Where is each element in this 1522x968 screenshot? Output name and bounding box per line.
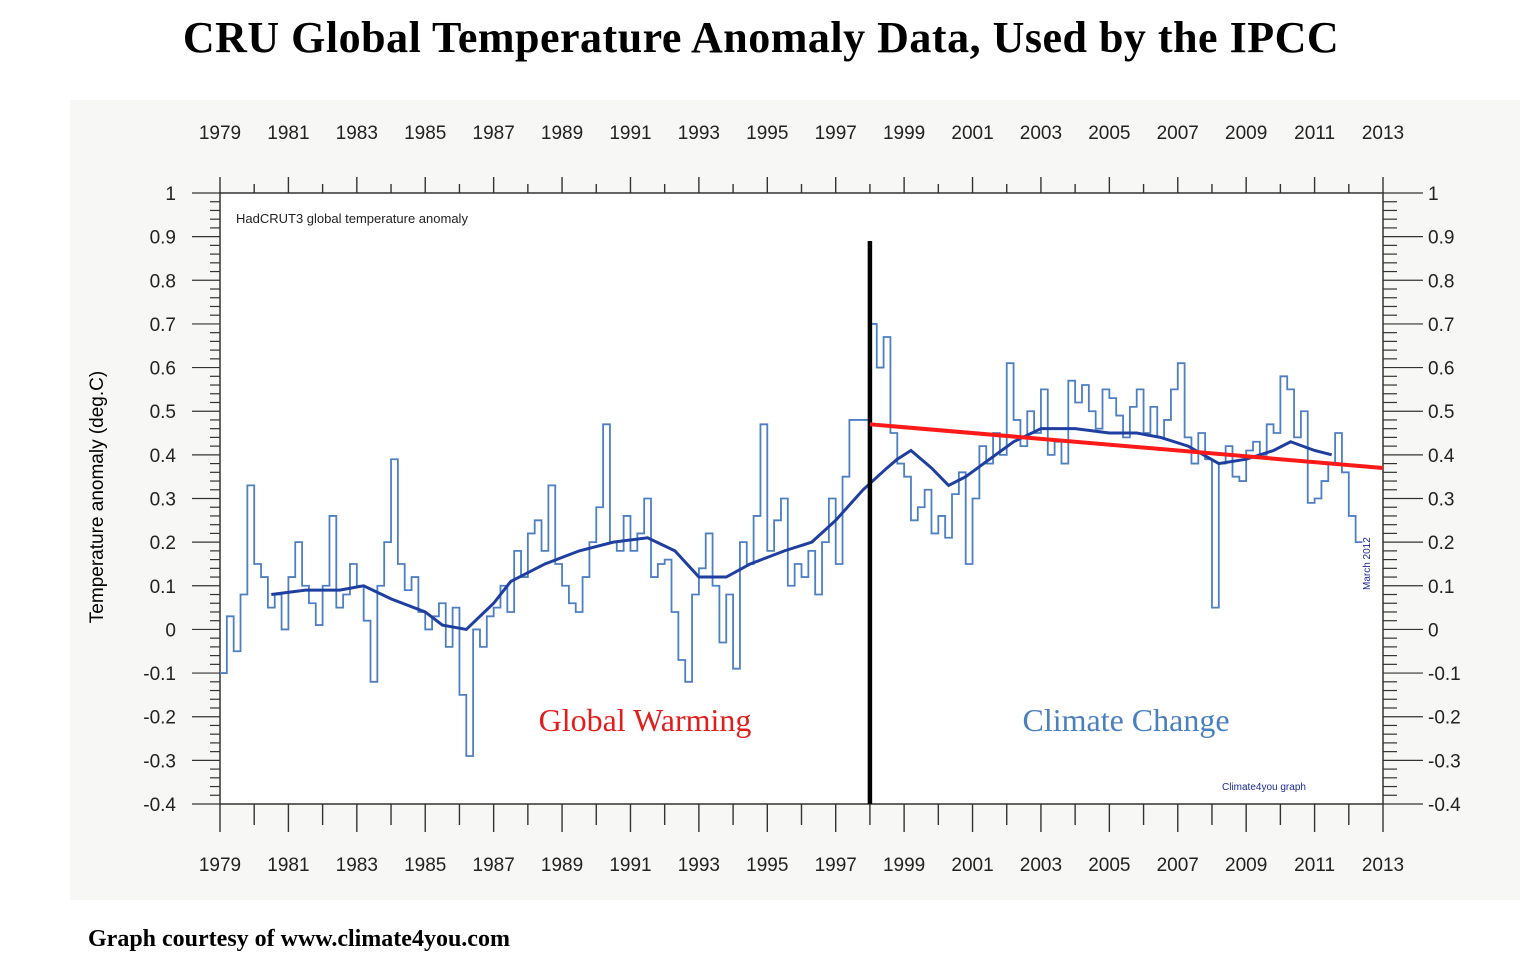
x-tick-label-top: 2001 <box>951 123 993 144</box>
y-tick-label-right: -0.1 <box>1428 664 1461 685</box>
x-tick-label-bottom: 2001 <box>951 855 993 876</box>
series-label: HadCRUT3 global temperature anomaly <box>236 211 468 226</box>
y-tick-label-right: -0.4 <box>1428 795 1461 816</box>
series-group <box>220 241 1384 804</box>
y-tick-label-right: 0.6 <box>1428 359 1454 380</box>
y-axis-label: Temperature anomaly (deg.C) <box>87 371 108 623</box>
axes-group: 1979 1979 1981 1981 1983 1983 1985 1985 1987 1987… <box>143 123 1461 876</box>
y-tick-label-right: 0.2 <box>1428 533 1454 554</box>
date-note: March 2012 <box>1362 537 1373 590</box>
y-tick-label-left: 0 <box>165 620 176 641</box>
y-tick-label-left: -0.1 <box>143 664 176 685</box>
x-tick-label-bottom: 1985 <box>404 855 446 876</box>
y-tick-label-left: 0.7 <box>150 315 176 336</box>
x-tick-label-bottom: 2011 <box>1294 855 1335 876</box>
plot-area <box>219 192 1384 805</box>
x-tick-label-top: 2003 <box>1020 123 1062 144</box>
y-tick-label-left: 0.9 <box>150 228 176 249</box>
x-tick-label-bottom: 1993 <box>678 855 720 876</box>
y-tick-label-left: 0.4 <box>150 446 177 467</box>
era-label-climate-change: Climate Change <box>1022 702 1229 738</box>
y-tick-label-right: 0.5 <box>1428 402 1454 423</box>
x-tick-label-bottom: 1989 <box>541 855 583 876</box>
x-tick-label-bottom: 2005 <box>1088 855 1130 876</box>
x-tick-label-top: 1981 <box>267 123 309 144</box>
y-tick-label-left: 1 <box>165 184 176 205</box>
y-tick-label-left: 0.1 <box>150 577 176 598</box>
x-tick-label-bottom: 2009 <box>1225 855 1267 876</box>
x-tick-label-bottom: 1987 <box>473 855 515 876</box>
x-tick-label-top: 1983 <box>336 123 378 144</box>
x-tick-label-top: 1987 <box>473 123 515 144</box>
y-tick-label-left: 0.8 <box>150 271 176 292</box>
y-tick-label-right: 1 <box>1428 184 1439 205</box>
y-tick-label-left: 0.3 <box>150 490 176 511</box>
y-tick-label-right: 0.3 <box>1428 490 1454 511</box>
x-tick-label-top: 1997 <box>815 123 857 144</box>
y-tick-label-left: -0.3 <box>143 751 176 772</box>
x-tick-label-bottom: 2007 <box>1157 855 1199 876</box>
y-tick-label-left: 0.6 <box>150 359 176 380</box>
y-tick-label-right: 0.1 <box>1428 577 1454 598</box>
x-tick-label-top: 2009 <box>1225 123 1267 144</box>
trend-line-red <box>869 422 1384 470</box>
y-tick-label-left: -0.2 <box>143 708 176 729</box>
monthly-anomaly-line <box>220 323 1363 757</box>
x-tick-label-top: 1993 <box>678 123 720 144</box>
x-tick-label-bottom: 1995 <box>746 855 788 876</box>
x-tick-label-top: 2007 <box>1157 123 1199 144</box>
x-tick-label-bottom: 2003 <box>1020 855 1062 876</box>
x-tick-label-bottom: 2013 <box>1362 855 1404 876</box>
y-tick-label-right: 0.9 <box>1428 228 1454 249</box>
chart-title: CRU Global Temperature Anomaly Data, Use… <box>182 13 1340 62</box>
x-tick-label-bottom: 1991 <box>609 855 651 876</box>
x-tick-label-top: 2013 <box>1362 123 1404 144</box>
x-tick-label-top: 1999 <box>883 123 925 144</box>
x-tick-label-bottom: 1999 <box>883 855 925 876</box>
x-tick-label-top: 1985 <box>404 123 446 144</box>
x-tick-label-bottom: 1997 <box>815 855 857 876</box>
x-tick-label-top: 1989 <box>541 123 583 144</box>
y-tick-label-left: -0.4 <box>143 795 176 816</box>
y-tick-label-left: 0.2 <box>150 533 176 554</box>
x-tick-label-top: 2005 <box>1088 123 1130 144</box>
y-tick-label-right: 0.7 <box>1428 315 1454 336</box>
credit-line: Graph courtesy of www.climate4you.com <box>88 926 510 952</box>
x-tick-label-bottom: 1981 <box>267 855 309 876</box>
y-tick-label-left: 0.5 <box>150 402 176 423</box>
y-tick-label-right: 0 <box>1428 620 1439 641</box>
era-label-global-warming: Global Warming <box>539 702 752 738</box>
y-tick-label-right: 0.8 <box>1428 271 1454 292</box>
x-tick-label-top: 1979 <box>199 123 241 144</box>
x-tick-label-top: 1995 <box>746 123 788 144</box>
running-mean-line <box>271 427 1333 632</box>
x-tick-label-top: 1991 <box>609 123 651 144</box>
x-tick-label-bottom: 1983 <box>336 855 378 876</box>
y-tick-label-right: -0.3 <box>1428 751 1461 772</box>
source-note: Climate4you graph <box>1222 782 1306 793</box>
y-tick-label-right: -0.2 <box>1428 708 1461 729</box>
y-tick-label-right: 0.4 <box>1428 446 1455 467</box>
x-tick-label-bottom: 1979 <box>199 855 241 876</box>
x-tick-label-top: 2011 <box>1294 123 1335 144</box>
